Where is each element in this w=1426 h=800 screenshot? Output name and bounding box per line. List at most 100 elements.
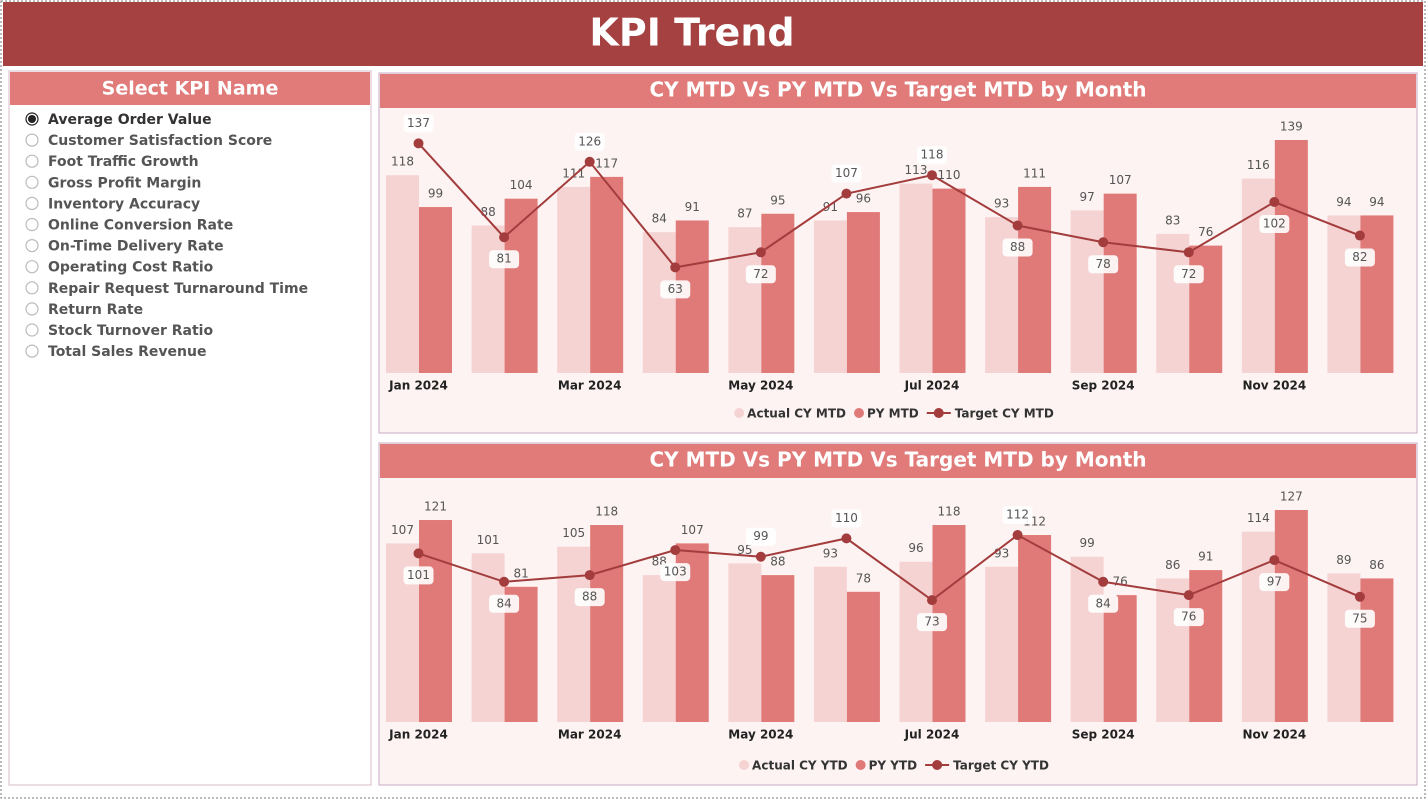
legend-marker [734,408,745,418]
bar [642,232,676,373]
chart-title: CY MTD Vs PY MTD Vs Target MTD by Month [649,78,1146,102]
bar [932,188,966,373]
slicer-item-label[interactable]: Average Order Value [48,112,212,128]
data-label: 117 [595,156,618,170]
data-label-bg [1002,506,1033,525]
data-label: 91 [1198,550,1213,564]
line-point [1269,555,1280,566]
radio[interactable] [25,154,39,168]
radio[interactable] [25,302,39,316]
data-label: 84 [496,596,511,610]
data-label-bg [660,280,691,299]
data-label-bg [1002,238,1033,257]
data-label: 75 [1352,611,1367,625]
slicer-item-label[interactable]: Inventory Accuracy [48,196,200,212]
line [418,533,1361,602]
data-label: 88 [582,590,597,604]
radio[interactable] [25,196,39,210]
bar [557,186,591,373]
x-tick-label: Jul 2024 [904,728,960,742]
data-label-bg [917,613,947,632]
radio[interactable] [25,239,39,253]
bar [846,212,880,373]
data-label: 118 [938,505,961,519]
radio[interactable] [25,175,39,189]
slicer-item[interactable]: Foot Traffic Growth [25,154,199,170]
slicer-item[interactable]: Total Sales Revenue [25,344,206,360]
slicer-item-label[interactable]: Repair Request Turnaround Time [48,281,308,297]
line-point [1012,530,1023,541]
legend-marker [854,408,865,418]
slicer-item-label[interactable]: Total Sales Revenue [48,344,206,360]
slicer-item[interactable]: Inventory Accuracy [25,196,200,212]
data-label: 118 [595,505,618,519]
slicer-item-label[interactable]: Return Rate [48,302,143,318]
slicer-item-label[interactable]: Gross Profit Margin [48,175,201,191]
data-label: 114 [1247,511,1270,525]
data-label: 72 [753,267,768,281]
data-label-bg [1173,608,1204,627]
line-point [927,170,937,181]
slicer-item-label[interactable]: On-Time Delivery Rate [48,239,224,255]
slicer-item[interactable]: Operating Cost Ratio [25,260,214,276]
bar [504,198,538,373]
slicer-item[interactable]: Average Order Value [25,112,212,128]
slicer-item-label[interactable]: Foot Traffic Growth [48,154,199,170]
slicer-item[interactable]: Stock Turnover Ratio [25,323,213,339]
data-label: 99 [428,187,443,201]
data-label-bg [745,265,776,284]
slicer-item[interactable]: On-Time Delivery Rate [25,239,224,255]
data-label: 96 [908,541,923,555]
x-tick-label: Nov 2024 [1242,728,1306,742]
radio[interactable] [25,323,39,337]
data-label: 94 [1369,195,1384,209]
line-point [584,570,595,581]
data-label-bg [1088,594,1119,613]
data-label: 83 [1165,213,1180,227]
data-label: 103 [664,565,687,579]
radio[interactable] [25,217,39,232]
bar [1070,556,1104,722]
slicer-item-label[interactable]: Customer Satisfaction Score [48,133,272,149]
data-label: 63 [668,282,683,296]
slicer-item[interactable]: Gross Profit Margin [25,175,201,191]
legend-label: Target CY YTD [953,759,1049,773]
data-label: 72 [1181,267,1196,281]
line-point [413,138,424,149]
data-label-bg [489,594,520,613]
bar [1103,595,1137,722]
slicer-item[interactable]: Online Conversion Rate [25,217,233,234]
line-point [670,262,681,273]
data-label: 78 [1096,257,1111,271]
data-label-bg [1173,265,1204,284]
slicer-item[interactable]: Return Rate [25,302,143,318]
x-tick-label: Sep 2024 [1072,728,1135,742]
data-label: 81 [496,252,511,266]
slicer-item-label[interactable]: Online Conversion Rate [48,218,233,234]
radio[interactable] [25,344,39,358]
data-label-bg [403,566,434,585]
x-tick-label: May 2024 [728,728,793,742]
radio[interactable] [25,133,39,147]
data-label: 102 [1263,217,1286,231]
data-label: 113 [905,163,928,177]
bar [419,520,452,722]
data-label: 121 [424,500,447,514]
data-label: 94 [1336,195,1351,209]
slicer-item-label[interactable]: Stock Turnover Ratio [48,323,213,339]
line-point [1183,247,1194,258]
legend-marker [855,760,866,770]
slicer-title-bar [10,72,370,105]
slicer-item-label[interactable]: Operating Cost Ratio [48,260,214,276]
line-point [1269,197,1280,208]
bar [1360,215,1394,373]
radio[interactable] [25,260,39,274]
data-label: 105 [562,526,585,540]
line-point [1354,591,1365,602]
data-label-bg [917,146,947,165]
radio[interactable] [25,281,39,295]
slicer-item[interactable]: Customer Satisfaction Score [25,133,272,149]
data-label-bg [489,250,520,269]
slicer-item[interactable]: Repair Request Turnaround Time [25,281,308,297]
